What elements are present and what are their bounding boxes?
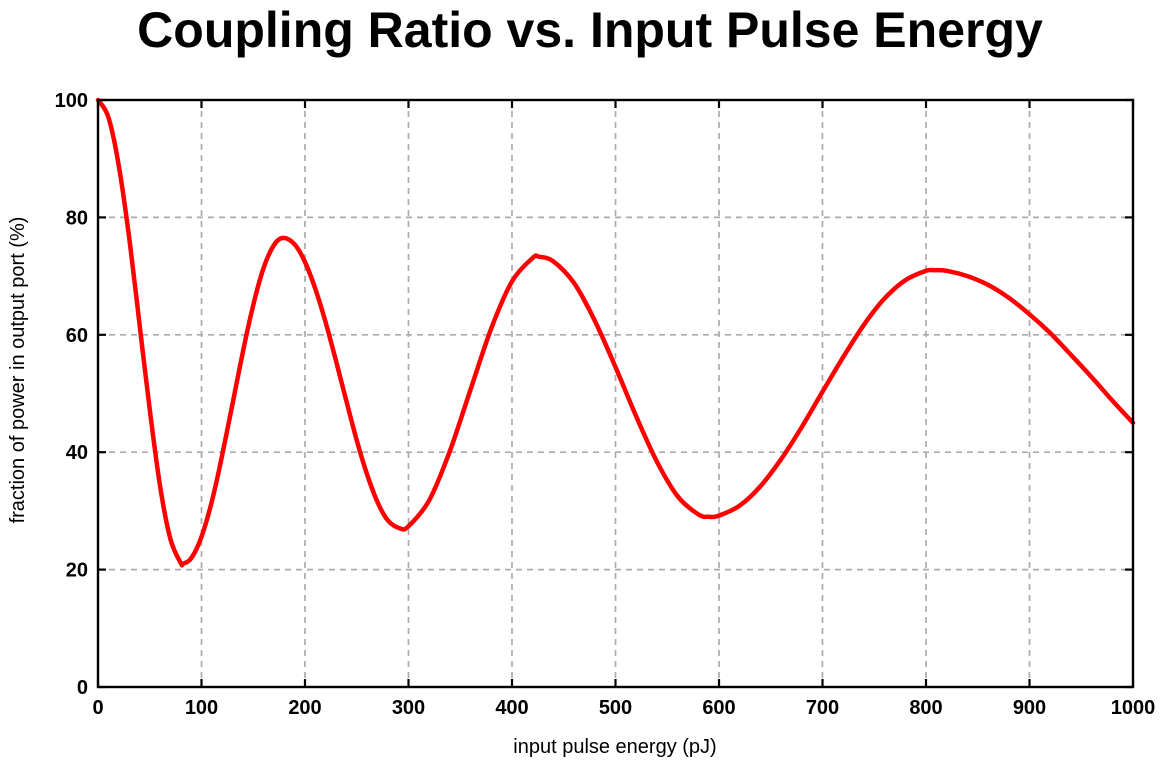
- y-tick-label: 0: [77, 677, 88, 699]
- x-axis-label: input pulse energy (pJ): [513, 736, 716, 758]
- data-curve: [95, 97, 1136, 568]
- y-tick-label: 20: [66, 560, 88, 582]
- x-tick-label: 100: [185, 697, 218, 719]
- x-tick-label: 500: [599, 697, 632, 719]
- x-tick-label: 800: [909, 697, 942, 719]
- plot-frame: [96, 98, 1135, 689]
- y-axis-label: fraction of power in output port (%): [7, 217, 29, 524]
- x-tick-label: 900: [1013, 697, 1046, 719]
- y-tick-label: 80: [66, 207, 88, 229]
- gridlines: [98, 100, 1133, 687]
- data-curve-layer: [95, 97, 1136, 568]
- x-tick-label: 1000: [1111, 697, 1156, 719]
- tick-labels: 0 100 200 300 400 500 600 700 800 900 1000 0 20 40 60 8…: [55, 90, 1156, 719]
- x-tick-label: 600: [702, 697, 735, 719]
- y-tick-label: 60: [66, 325, 88, 347]
- y-tick-label: 100: [55, 90, 88, 112]
- x-tick-label: 200: [288, 697, 321, 719]
- chart-title: Coupling Ratio vs. Input Pulse Energy: [137, 2, 1043, 58]
- x-tick-label: 400: [495, 697, 528, 719]
- x-tick-label: 0: [92, 697, 103, 719]
- x-tick-label: 700: [806, 697, 839, 719]
- y-tick-label: 40: [66, 442, 88, 464]
- x-tick-label: 300: [392, 697, 425, 719]
